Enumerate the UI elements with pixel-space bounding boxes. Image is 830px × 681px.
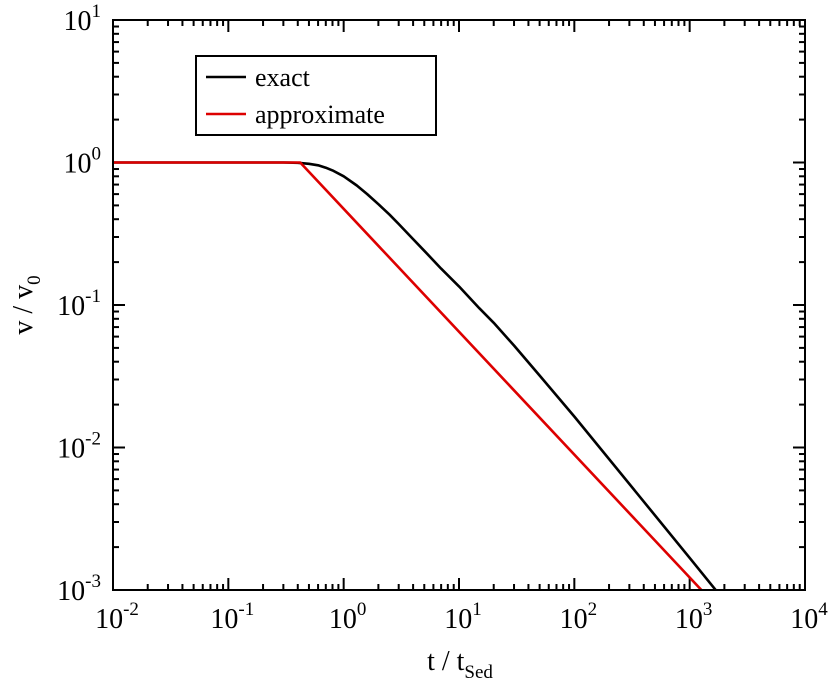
y-tick-label: 10-3 — [57, 571, 101, 607]
x-tick-label: 10-1 — [210, 599, 254, 635]
legend: exact approximate — [195, 55, 437, 136]
y-tick-label: 10-2 — [57, 429, 101, 465]
legend-label-approximate: approximate — [255, 100, 385, 129]
plot-frame — [112, 19, 806, 591]
x-tick-label: 10-2 — [95, 599, 139, 635]
tick-labels-layer: 10-2 10-1 100 101 102 103 10410-310-210-110010… — [57, 1, 828, 635]
y-tick-label: 10-1 — [57, 286, 101, 322]
x-axis-label-main: t / t — [427, 646, 465, 677]
y-tick-label: 101 — [64, 1, 102, 37]
y-axis-label-main: v / v — [8, 285, 39, 335]
series-line-approximate — [113, 161, 704, 590]
series-layer — [113, 161, 718, 590]
x-tick-label: 101 — [444, 599, 482, 635]
x-tick-label: 102 — [560, 599, 598, 635]
legend-box — [195, 55, 437, 136]
x-axis-label: t / tSed — [427, 646, 493, 681]
x-tick-label: 100 — [329, 599, 367, 635]
x-tick-label: 104 — [790, 599, 828, 635]
y-axis-label-sub: 0 — [24, 275, 45, 285]
y-tick-label: 100 — [64, 144, 102, 180]
x-axis-label-sub: Sed — [464, 662, 493, 681]
y-axis-label: v / v0 — [8, 275, 45, 334]
x-tick-label: 103 — [675, 599, 713, 635]
legend-label-exact: exact — [255, 63, 311, 92]
